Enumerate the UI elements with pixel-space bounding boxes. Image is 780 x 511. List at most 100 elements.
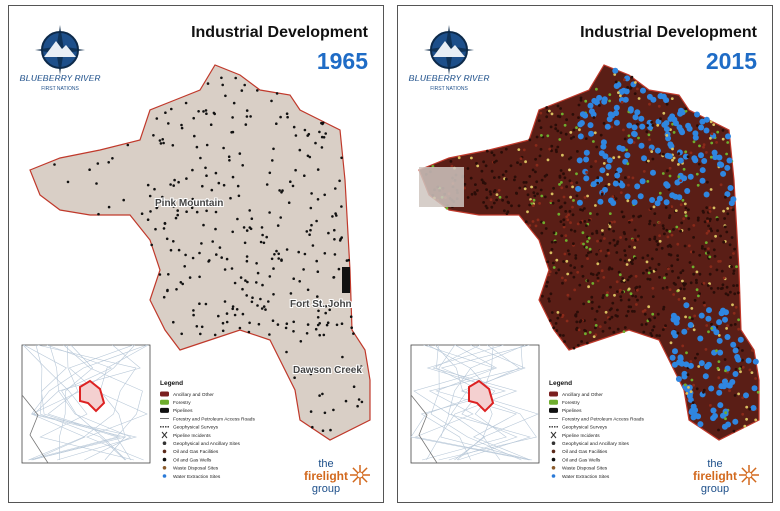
activity-dot xyxy=(652,269,656,273)
activity-dot xyxy=(470,156,473,160)
activity-dot xyxy=(586,279,590,283)
activity-dot xyxy=(714,234,717,238)
activity-dot xyxy=(589,250,593,254)
activity-dot xyxy=(503,209,506,213)
activity-dot xyxy=(649,332,653,335)
activity-dot xyxy=(506,200,510,204)
activity-dot xyxy=(681,370,688,377)
activity-dot xyxy=(602,162,606,165)
activity-dot xyxy=(671,158,674,162)
well-dot xyxy=(292,330,295,333)
well-dot xyxy=(309,410,313,413)
activity-dot xyxy=(609,285,612,289)
activity-dot xyxy=(674,209,678,213)
well-dot xyxy=(322,333,326,337)
activity-dot xyxy=(504,147,508,151)
activity-dot xyxy=(612,330,616,334)
well-dot xyxy=(192,309,195,312)
well-dot xyxy=(317,309,320,313)
activity-dot xyxy=(675,376,682,382)
place-label: Dawson Creek xyxy=(293,365,362,376)
well-dot xyxy=(285,112,289,115)
activity-dot xyxy=(725,152,728,156)
activity-dot xyxy=(648,138,651,142)
activity-dot xyxy=(505,212,509,216)
activity-dot xyxy=(608,197,614,204)
well-dot xyxy=(318,333,322,337)
well-dot xyxy=(221,329,225,333)
activity-dot xyxy=(662,227,666,230)
activity-dot xyxy=(560,205,563,209)
well-dot xyxy=(316,295,319,298)
activity-dot xyxy=(647,271,651,275)
activity-dot xyxy=(634,81,637,84)
activity-dot xyxy=(677,298,681,301)
activity-dot xyxy=(687,208,690,212)
activity-dot xyxy=(577,133,584,140)
activity-dot xyxy=(579,98,583,102)
activity-dot xyxy=(672,156,676,160)
activity-dot xyxy=(582,302,586,306)
well-dot xyxy=(180,123,183,127)
activity-dot xyxy=(684,214,688,218)
well-dot xyxy=(188,276,192,279)
activity-dot xyxy=(722,240,726,244)
activity-dot xyxy=(552,261,555,265)
activity-dot xyxy=(724,411,728,415)
activity-dot xyxy=(734,354,741,360)
well-dot xyxy=(298,280,302,283)
activity-dot xyxy=(588,108,595,115)
activity-dot xyxy=(686,327,690,331)
inset-coast xyxy=(410,394,438,464)
activity-dot xyxy=(688,261,692,264)
activity-dot xyxy=(647,159,650,163)
well-dot xyxy=(161,195,164,199)
well-dot xyxy=(306,134,310,137)
well-dot xyxy=(211,240,214,243)
inset-coast xyxy=(21,394,49,464)
well-dot xyxy=(205,112,208,115)
activity-dot xyxy=(733,292,737,296)
activity-dot xyxy=(591,282,595,285)
activity-dot xyxy=(708,385,715,392)
well-dot xyxy=(248,226,252,229)
activity-dot xyxy=(651,328,654,332)
activity-dot xyxy=(624,254,627,257)
activity-dot xyxy=(635,288,639,292)
well-dot xyxy=(256,271,260,275)
activity-dot xyxy=(585,254,589,257)
legend-item: Pipeline Incidents xyxy=(173,433,211,439)
activity-dot xyxy=(706,284,710,287)
well-dot xyxy=(227,155,231,158)
well-dot xyxy=(285,322,289,326)
activity-dot xyxy=(695,387,699,391)
well-dot xyxy=(169,183,172,186)
activity-dot xyxy=(745,417,748,421)
well-dot xyxy=(352,332,355,335)
activity-dot xyxy=(582,242,585,246)
activity-dot xyxy=(692,383,695,387)
activity-dot xyxy=(733,323,737,326)
activity-dot xyxy=(566,272,570,276)
activity-dot xyxy=(490,151,494,155)
activity-dot xyxy=(729,206,733,210)
activity-dot xyxy=(676,254,679,257)
activity-dot xyxy=(594,204,597,207)
activity-dot xyxy=(738,367,742,370)
activity-dot xyxy=(729,256,732,259)
activity-dot xyxy=(607,183,611,186)
legend-swatch xyxy=(551,474,556,478)
activity-dot xyxy=(625,314,628,318)
well-dot xyxy=(267,300,270,303)
activity-dot xyxy=(681,198,685,202)
activity-dot xyxy=(674,315,681,322)
well-dot xyxy=(153,187,156,191)
activity-dot xyxy=(562,195,566,199)
well-dot xyxy=(177,248,181,252)
activity-dot xyxy=(532,198,536,202)
activity-dot xyxy=(513,178,516,182)
activity-dot xyxy=(550,192,554,196)
activity-dot xyxy=(631,309,634,313)
activity-dot xyxy=(574,314,577,317)
well-dot xyxy=(176,209,179,212)
